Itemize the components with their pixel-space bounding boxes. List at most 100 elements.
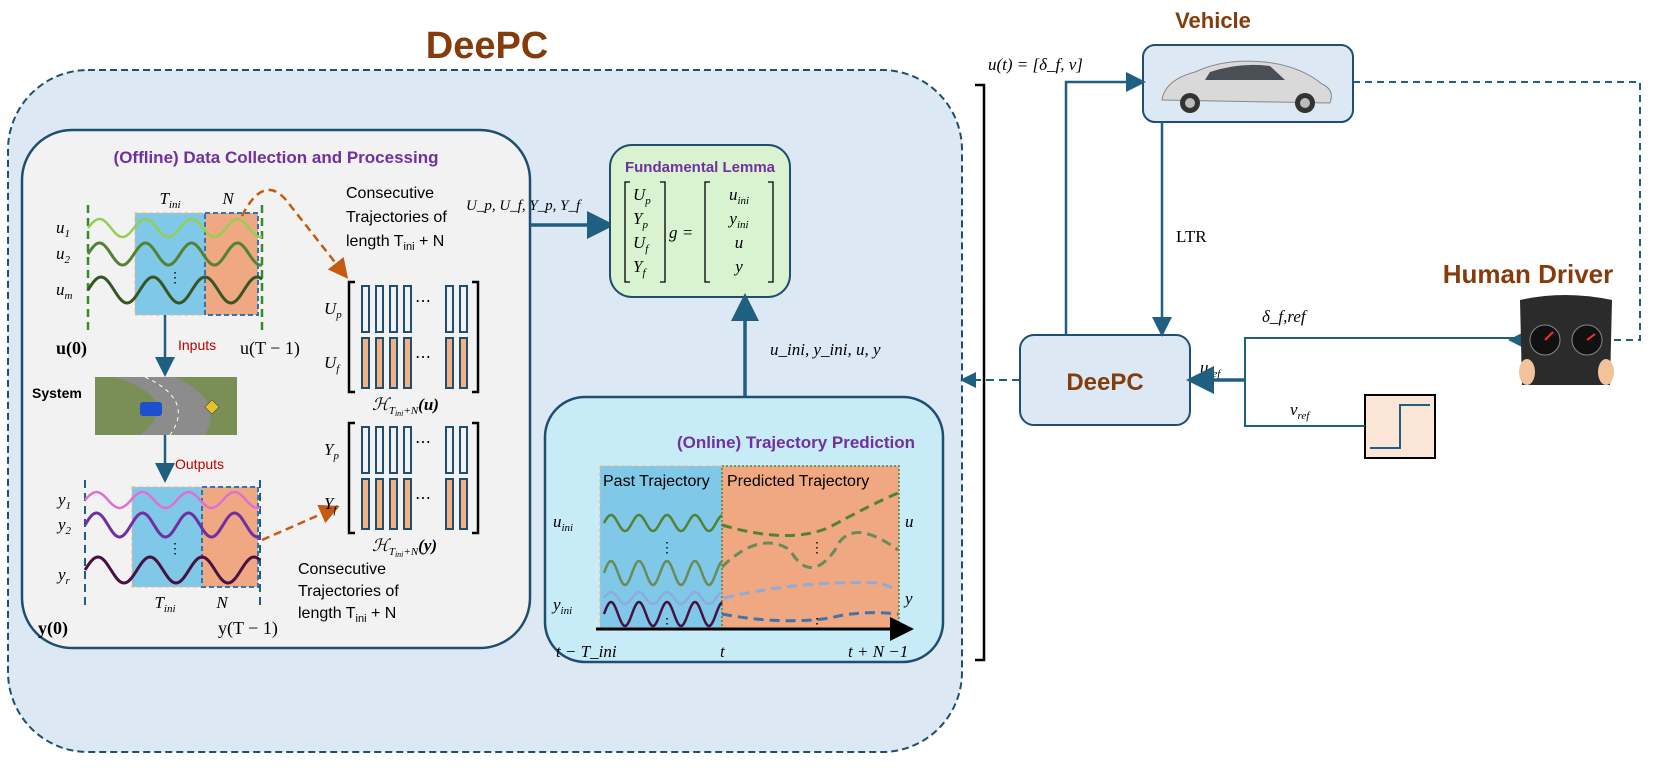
- hankel-row-label-past: Up: [324, 299, 342, 321]
- hankel-column-past: [375, 285, 384, 333]
- reference-lines: [1244, 337, 1520, 427]
- hankel-column-future: [361, 337, 370, 389]
- delta-ref-label: δ_f,ref: [1262, 307, 1308, 326]
- vehicle-title: Vehicle: [1175, 8, 1251, 33]
- hankel-column-future: [445, 478, 454, 530]
- matrix-ellipsis: ⋯: [415, 349, 431, 366]
- lemma-rhs-entry: u: [735, 233, 744, 252]
- input-end-label: u(T − 1): [240, 338, 300, 359]
- matrix-ellipsis: ⋯: [415, 293, 431, 310]
- wave-um: [86, 275, 263, 305]
- system-road-image: [95, 376, 237, 436]
- system-label: System: [32, 385, 82, 401]
- past-trajectory-label: Past Trajectory: [603, 473, 710, 490]
- input-to-hankel-arrow: [240, 188, 349, 279]
- output-start-label: y(0): [38, 618, 68, 639]
- lemma-title: Fundamental Lemma: [625, 159, 776, 176]
- hankel-column-future: [389, 337, 398, 389]
- hankel-column-past: [389, 285, 398, 333]
- pred-yr: [721, 611, 899, 623]
- input-vdots: ⋮: [168, 271, 182, 286]
- predicted-trajectory-label: Predicted Trajectory: [727, 473, 869, 490]
- pred-um: [720, 531, 899, 569]
- past-wave-yr: [602, 600, 723, 628]
- svg-text:length Tini + N: length Tini + N: [298, 605, 396, 625]
- svg-text:length Tini + N: length Tini + N: [346, 233, 444, 253]
- online-to-lemma-label: u_ini, y_ini, u, y: [770, 340, 881, 359]
- svg-text:Trajectories of: Trajectories of: [298, 583, 399, 600]
- hankel-column-past: [459, 285, 468, 333]
- wave-y1: [84, 490, 261, 510]
- input-tini-label: Tini: [159, 189, 180, 211]
- step-reference-box: [1364, 394, 1436, 459]
- output-label-2: yr: [56, 565, 71, 587]
- output-tini-label: Tini: [154, 593, 175, 615]
- time-tick-now: t: [720, 642, 726, 661]
- hankel-matrix-u: ⋯ ⋯ Up Uf ℋTini+N(u): [324, 280, 480, 418]
- hankel-column-past: [459, 426, 468, 474]
- lemma-rhs-entry: yini: [727, 209, 748, 231]
- hankel-column-past: [445, 285, 454, 333]
- hankel-column-past: [389, 426, 398, 474]
- past-wave-u1: [602, 513, 723, 533]
- offline-panel: (Offline) Data Collection and Processing…: [20, 128, 532, 650]
- hankel-column-future: [459, 478, 468, 530]
- hankel-column-past: [361, 426, 370, 474]
- input-start-label: u(0): [56, 338, 87, 359]
- online-panel: (Online) Trajectory Prediction Past Traj…: [543, 395, 945, 664]
- loop-bracket: [975, 83, 986, 662]
- svg-text:Consecutive: Consecutive: [298, 561, 386, 578]
- output-to-hankel-arrow: [261, 504, 340, 542]
- output-end-label: y(T − 1): [218, 618, 278, 639]
- matrix-bracket: [347, 421, 480, 535]
- input-label-0: u1: [56, 218, 70, 240]
- output-label-0: y1: [56, 490, 71, 512]
- deepc-controller-label: DeePC: [1066, 369, 1143, 396]
- lemma-lhs-entry: Yf: [633, 257, 647, 279]
- pred-u1: [721, 491, 899, 538]
- y-label: y: [903, 589, 913, 608]
- hankel-column-future: [375, 337, 384, 389]
- matrix-bracket: [347, 280, 480, 394]
- dashboard-image: [1519, 295, 1614, 385]
- hankel-column-future: [403, 337, 412, 389]
- wave-y2: [83, 511, 261, 539]
- car-image: [1161, 60, 1332, 113]
- past-wave-y1: [603, 590, 723, 606]
- offline-title: (Offline) Data Collection and Processing: [114, 148, 439, 167]
- outputs-label: Outputs: [175, 456, 224, 472]
- time-tick-start: t − T_ini: [556, 642, 617, 661]
- hankel-column-past: [361, 285, 370, 333]
- driver-title: Human Driver: [1443, 259, 1614, 289]
- lemma-lhs-entry: Up: [633, 185, 651, 207]
- wave-u2: [86, 241, 263, 267]
- hankel-column-future: [459, 337, 468, 389]
- wave-u1: [87, 217, 263, 239]
- consec-u-text: Consecutive Trajectories of length Tini …: [346, 185, 447, 253]
- output-label-1: y2: [56, 515, 72, 537]
- hankel-column-past: [375, 426, 384, 474]
- hankel-column-past: [445, 426, 454, 474]
- online-vdots: ⋮: [660, 541, 674, 556]
- u-ini-label: uini: [553, 512, 573, 534]
- control-input-label: u(t) = [δ_f, v]: [988, 55, 1083, 74]
- svg-text:Trajectories of: Trajectories of: [346, 209, 447, 226]
- consec-y-text: Consecutive Trajectories of length Tini …: [298, 561, 399, 625]
- lemma-rhs-entry: y: [733, 257, 743, 276]
- input-label-1: u2: [56, 244, 71, 266]
- vehicle-box: [1142, 44, 1354, 123]
- hankel-name: ℋTini+N(y): [372, 536, 437, 559]
- hankel-column-future: [389, 478, 398, 530]
- svg-text:Consecutive: Consecutive: [346, 185, 434, 202]
- lemma-lhs-entry: Uf: [633, 233, 650, 255]
- hankel-column-future: [361, 478, 370, 530]
- wave-yr: [83, 555, 262, 585]
- v-ref-label: vref: [1290, 400, 1311, 422]
- hankel-column-future: [445, 337, 454, 389]
- output-waves: [83, 490, 262, 585]
- deepc-controller-box: DeePC: [1019, 334, 1191, 426]
- output-vdots: ⋮: [168, 542, 182, 557]
- input-waves: [86, 217, 263, 305]
